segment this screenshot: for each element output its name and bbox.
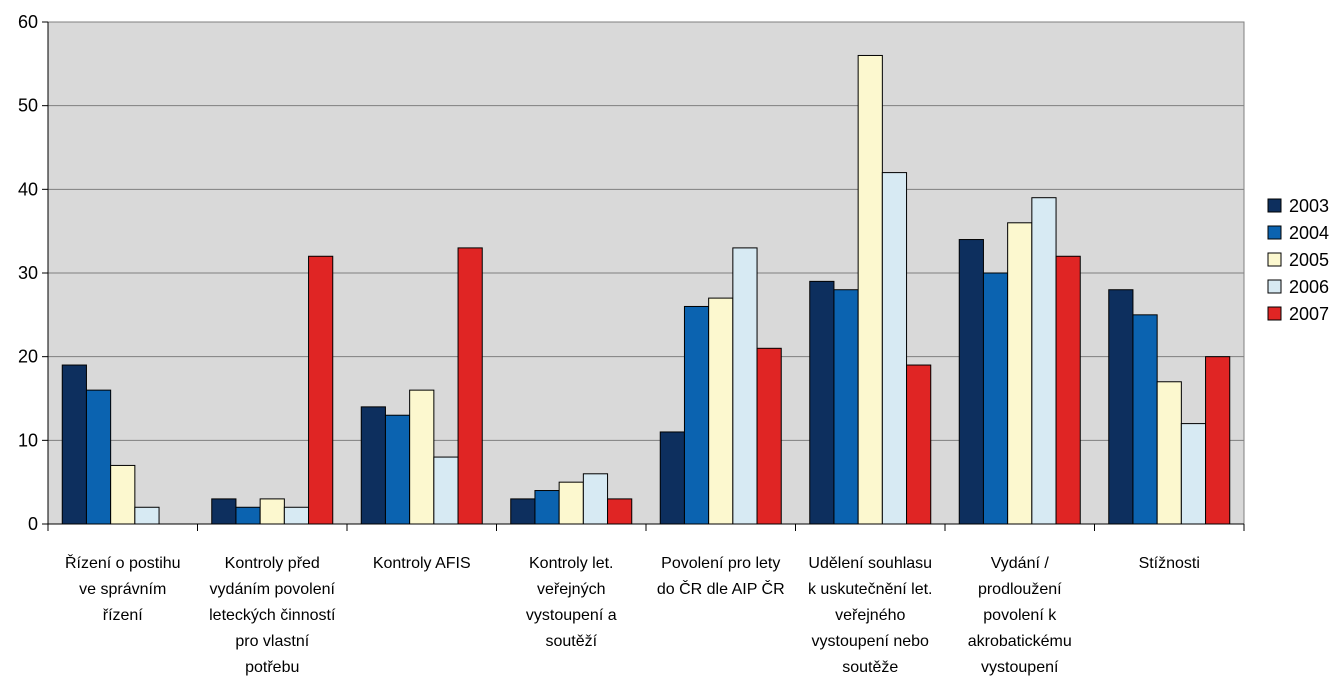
- category-label: Udělení souhlasu: [808, 555, 932, 572]
- category-label: povolení k: [983, 607, 1057, 624]
- y-tick-label: 50: [18, 96, 38, 116]
- bar-2005-cat-3: [558, 481, 584, 525]
- category-label: leteckých činností: [209, 607, 336, 624]
- bar-2003-cat-7: [1108, 289, 1134, 525]
- category-label: vystoupení a: [526, 607, 617, 624]
- legend-swatch-2003: [1267, 198, 1282, 213]
- legend-swatch-2004: [1267, 225, 1282, 240]
- bar-2005-cat-2: [409, 389, 435, 525]
- bar-2007-cat-2: [457, 247, 483, 525]
- y-tick-label: 40: [18, 179, 38, 199]
- bar-2006-cat-6: [1031, 197, 1057, 525]
- legend-swatch-2005: [1267, 252, 1282, 267]
- legend-label-2005: 2005: [1289, 250, 1329, 270]
- category-label: ve správním: [79, 581, 166, 598]
- bar-2006-cat-4: [732, 247, 758, 525]
- bar-2007-cat-7: [1205, 356, 1231, 525]
- bar-2006-cat-5: [881, 172, 908, 525]
- bar-2005-cat-6: [1007, 222, 1033, 525]
- bar-2007-cat-1: [308, 255, 334, 525]
- bar-2007-cat-5: [906, 364, 932, 525]
- category-label: do ČR dle AIP ČR: [657, 579, 785, 598]
- bar-2005-cat-0: [110, 464, 136, 525]
- bar-2004-cat-3: [534, 490, 560, 525]
- category-label: Kontroly AFIS: [373, 555, 471, 572]
- category-label: vystoupení: [981, 659, 1059, 676]
- category-label: Vydání /: [991, 555, 1050, 572]
- bar-2003-cat-4: [659, 431, 685, 525]
- bar-2004-cat-6: [982, 272, 1009, 525]
- y-tick-label: 0: [28, 514, 38, 534]
- bar-2007-cat-6: [1055, 255, 1081, 525]
- category-label: Povolení pro lety: [661, 555, 780, 572]
- category-label: Řízení o postihu: [65, 553, 181, 572]
- legend-label-2007: 2007: [1289, 304, 1329, 324]
- category-label: řízení: [103, 607, 144, 624]
- legend: 2003 2004 2005 2006 2007: [1267, 196, 1329, 324]
- bar-2003-cat-1: [211, 498, 237, 525]
- legend-swatch-2006: [1267, 279, 1282, 294]
- category-label: vystoupení nebo: [812, 633, 930, 650]
- bar-2006-cat-2: [433, 456, 459, 525]
- bar-2005-cat-5: [857, 54, 883, 525]
- bars: [61, 54, 1231, 525]
- bar-2005-cat-7: [1156, 381, 1182, 525]
- y-tick-label: 20: [18, 347, 38, 367]
- bar-2003-cat-0: [61, 364, 87, 525]
- bar-2007-cat-4: [756, 347, 782, 525]
- bar-2006-cat-1: [283, 506, 310, 525]
- legend-swatch-2007: [1267, 306, 1282, 321]
- category-label: Kontroly let.: [529, 555, 613, 572]
- category-label: soutěže: [842, 659, 898, 676]
- category-label: k uskutečnění let.: [808, 581, 933, 598]
- bar-2004-cat-0: [85, 389, 112, 525]
- bar-2006-cat-7: [1180, 423, 1207, 525]
- bar-2006-cat-3: [582, 473, 609, 525]
- bar-2003-cat-3: [510, 498, 536, 525]
- x-axis: Řízení o postihu ve správním řízení Kontrol…: [47, 523, 1245, 676]
- bar-2004-cat-7: [1132, 314, 1158, 525]
- category-label: potřebu: [245, 659, 299, 676]
- bar-2004-cat-4: [683, 305, 710, 525]
- y-tick-label: 10: [18, 430, 38, 450]
- bar-2003-cat-2: [360, 406, 386, 525]
- category-label: akrobatickému: [968, 633, 1072, 650]
- bar-2003-cat-6: [958, 239, 984, 525]
- bar-2005-cat-4: [708, 297, 734, 525]
- legend-label-2003: 2003: [1289, 196, 1329, 216]
- bar-2005-cat-1: [259, 498, 285, 525]
- bar-2006-cat-0: [134, 506, 160, 525]
- legend-label-2004: 2004: [1289, 223, 1329, 243]
- category-label: soutěží: [545, 633, 597, 650]
- category-label: pro vlastní: [235, 633, 309, 650]
- category-label: veřejného: [835, 607, 905, 624]
- bar-2004-cat-2: [384, 414, 411, 525]
- category-label: vydáním povolení: [210, 581, 336, 598]
- bar-2003-cat-5: [809, 280, 835, 525]
- legend-label-2006: 2006: [1289, 277, 1329, 297]
- category-label: prodloužení: [978, 581, 1062, 598]
- category-label: Kontroly před: [225, 555, 320, 572]
- bar-2004-cat-5: [833, 289, 859, 525]
- category-label: veřejných: [537, 581, 605, 598]
- y-tick-label: 30: [18, 263, 38, 283]
- bar-2007-cat-3: [607, 498, 633, 525]
- bar-2004-cat-1: [235, 506, 261, 525]
- y-axis: 0 10 20 30 40 50 60: [18, 12, 49, 534]
- y-tick-label: 60: [18, 12, 38, 32]
- category-label: Stížnosti: [1139, 555, 1200, 572]
